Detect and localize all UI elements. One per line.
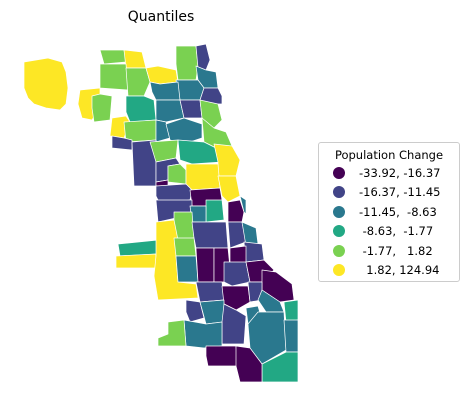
legend-marker [333, 225, 345, 238]
map-region [23, 57, 69, 111]
map-region [167, 163, 187, 185]
legend-marker [333, 264, 345, 277]
map-region [235, 345, 263, 383]
map-region [185, 299, 205, 323]
map-region [125, 95, 157, 123]
legend-item: -33.92, -16.37 [327, 163, 451, 183]
legend-item: -1.77, 1.82 [327, 241, 451, 261]
map-region [283, 319, 299, 353]
legend-label: -16.37, -11.45 [359, 185, 441, 200]
map-region [195, 43, 211, 71]
map-region [155, 99, 185, 123]
legend-item: -8.63, -1.77 [327, 222, 451, 242]
legend-label: -11.45, -8.63 [359, 204, 437, 219]
map-region [239, 195, 247, 215]
map-region [123, 119, 157, 143]
map-region [217, 175, 241, 203]
legend-item: -11.45, -8.63 [327, 202, 451, 222]
map-region [99, 63, 129, 91]
map-region [179, 99, 203, 119]
map-region [261, 351, 299, 383]
map-region [149, 81, 181, 101]
map-region [191, 221, 229, 249]
map-region [221, 303, 247, 345]
legend-item: 1.82, 124.94 [327, 261, 451, 281]
legend-marker [333, 244, 345, 257]
map-region [195, 281, 225, 303]
map-region [205, 199, 225, 223]
legend-title: Population Change [334, 148, 444, 162]
map-region [165, 117, 203, 145]
map-region [227, 199, 245, 223]
legend-item: -16.37, -11.45 [327, 183, 451, 203]
legend: Population Change -33.92, -16.37 -16.37,… [318, 142, 460, 282]
map-region [175, 79, 205, 101]
map-region [125, 67, 151, 97]
map-region [157, 319, 187, 347]
map-region [205, 345, 239, 367]
legend-label: 1.82, 124.94 [359, 263, 440, 278]
map-region [195, 247, 215, 283]
legend-marker [333, 186, 345, 199]
map-region [175, 255, 199, 283]
map-title: Quantiles [127, 9, 195, 25]
map-region [145, 65, 179, 85]
map-region [117, 239, 159, 257]
map-region [283, 299, 299, 323]
map-region [243, 241, 265, 263]
map-region [185, 163, 221, 191]
legend-label: -1.77, 1.82 [359, 243, 433, 258]
legend-marker [333, 205, 345, 218]
map-region [91, 93, 113, 123]
legend-label: -33.92, -16.37 [359, 165, 441, 180]
map-region [173, 237, 197, 257]
map-region [123, 49, 147, 69]
map-region [175, 45, 199, 81]
legend-marker [333, 166, 345, 179]
map-region [199, 299, 225, 325]
map-region [99, 49, 127, 65]
map-region [183, 319, 223, 349]
map-region [223, 261, 251, 287]
map-region [115, 253, 157, 269]
legend-label: -8.63, -1.77 [359, 224, 434, 239]
